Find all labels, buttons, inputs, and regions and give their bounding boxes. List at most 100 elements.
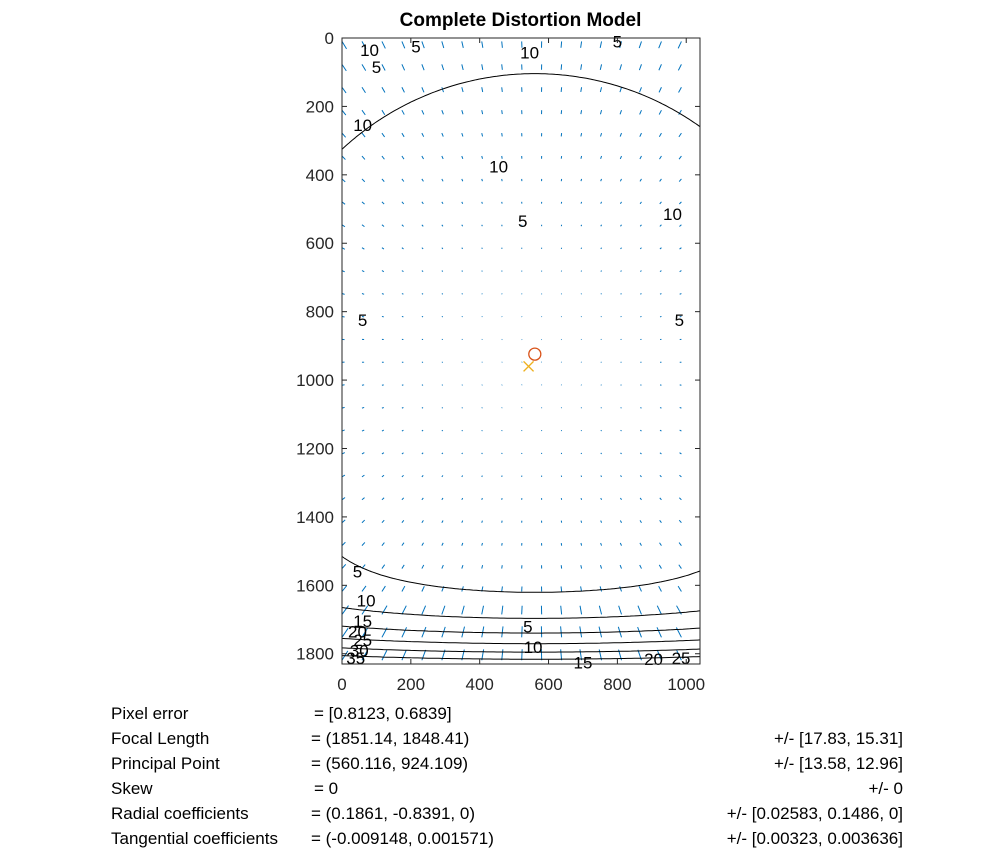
distortion-arrow <box>660 430 661 431</box>
contour-label: 35 <box>346 649 365 668</box>
distortion-arrow <box>659 586 662 591</box>
param-name: Pixel error <box>111 704 188 724</box>
distortion-arrow <box>581 87 582 92</box>
distortion-arrow <box>601 408 602 409</box>
distortion-arrow <box>362 202 365 204</box>
distortion-arrow <box>482 248 483 249</box>
distortion-arrow <box>442 408 443 409</box>
distortion-arrow <box>342 133 346 137</box>
distortion-arrow <box>422 271 423 272</box>
x-tick-label: 0 <box>337 675 346 694</box>
param-value: = (0.1861, -0.8391, 0) <box>311 804 475 824</box>
distortion-arrow <box>679 179 681 182</box>
distortion-arrow <box>601 202 602 204</box>
distortion-arrow <box>561 606 562 615</box>
contour-label: 20 <box>644 650 663 669</box>
distortion-arrow <box>402 606 406 615</box>
distortion-arrow <box>660 543 662 546</box>
distortion-arrow <box>502 110 503 114</box>
distortion-arrow <box>422 543 424 546</box>
distortion-arrow <box>601 453 602 454</box>
distortion-arrow <box>442 453 443 454</box>
distortion-arrow <box>422 430 423 431</box>
distortion-arrow <box>422 133 424 137</box>
param-error: +/- [0.02583, 0.1486, 0] <box>727 804 903 824</box>
x-tick-label: 600 <box>534 675 562 694</box>
distortion-arrow <box>362 586 366 592</box>
distortion-arrow <box>660 202 662 204</box>
distortion-arrow <box>382 179 384 182</box>
distortion-arrow <box>601 225 602 226</box>
distortion-arrow <box>342 586 347 592</box>
distortion-arrow <box>640 565 642 569</box>
distortion-arrow <box>382 156 384 159</box>
distortion-arrow <box>621 408 622 409</box>
distortion-arrow <box>601 156 602 159</box>
distortion-arrow <box>660 498 662 500</box>
y-tick-label: 1200 <box>296 439 334 458</box>
distortion-arrow <box>679 475 681 477</box>
distortion-arrow <box>442 179 443 181</box>
distortion-arrow <box>679 565 682 569</box>
distortion-arrow <box>402 133 404 137</box>
distortion-arrow <box>362 294 364 295</box>
distortion-arrow <box>482 453 483 454</box>
distortion-arrow <box>362 87 366 92</box>
distortion-arrow <box>640 408 641 409</box>
distortion-arrow <box>462 110 463 114</box>
distortion-arrow <box>502 626 503 637</box>
distortion-arrow <box>462 294 463 295</box>
distortion-arrow <box>620 565 621 569</box>
distortion-arrow <box>382 294 384 295</box>
distortion-arrow <box>581 133 582 136</box>
distortion-arrow <box>402 248 404 249</box>
param-name: Principal Point <box>111 754 220 774</box>
distortion-arrow <box>482 202 483 204</box>
distortion-arrow <box>462 248 463 249</box>
distortion-arrow <box>402 271 404 272</box>
distortion-arrow <box>601 476 602 477</box>
distortion-arrow <box>502 87 503 92</box>
distortion-arrow <box>620 64 622 70</box>
distortion-arrow <box>442 294 443 295</box>
param-value: = (1851.14, 1848.41) <box>311 729 469 749</box>
distortion-arrow <box>659 87 661 92</box>
distortion-arrow <box>402 650 406 660</box>
distortion-arrow <box>462 408 463 409</box>
distortion-arrow <box>581 64 582 70</box>
contour-label: 5 <box>353 563 362 582</box>
distortion-arrow <box>581 156 582 159</box>
distortion-arrow <box>342 606 349 615</box>
distortion-arrow <box>442 110 444 114</box>
distortion-arrow <box>659 133 661 137</box>
distortion-arrow <box>382 133 385 137</box>
distortion-arrow <box>462 565 463 568</box>
distortion-arrow <box>402 156 404 159</box>
distortion-arrow <box>657 606 661 615</box>
distortion-arrow <box>581 498 582 500</box>
distortion-arrow <box>640 294 641 295</box>
distortion-arrow <box>422 225 423 227</box>
distortion-arrow <box>382 606 387 615</box>
distortion-arrow <box>640 156 642 159</box>
distortion-arrow <box>422 627 426 637</box>
distortion-arrow <box>620 156 621 159</box>
distortion-arrow <box>382 520 384 523</box>
distortion-arrow <box>422 64 424 70</box>
distortion-arrow <box>382 271 384 272</box>
contour-line <box>342 626 700 633</box>
contour-label: 10 <box>663 205 682 224</box>
distortion-arrow <box>442 430 443 431</box>
distortion-arrow <box>422 294 423 295</box>
parameter-table: Pixel error = [0.8123, 0.6839] Focal Len… <box>0 704 1005 853</box>
distortion-arrow <box>561 649 562 660</box>
distortion-arrow <box>620 202 621 204</box>
contour-label: 5 <box>523 617 532 636</box>
distortion-arrow <box>678 64 681 70</box>
distortion-arrow <box>601 271 602 272</box>
distortion-arrow <box>442 225 443 227</box>
distortion-arrow <box>620 179 621 181</box>
distortion-arrow <box>619 606 622 615</box>
param-name: Skew <box>111 779 153 799</box>
distortion-arrow <box>462 453 463 454</box>
